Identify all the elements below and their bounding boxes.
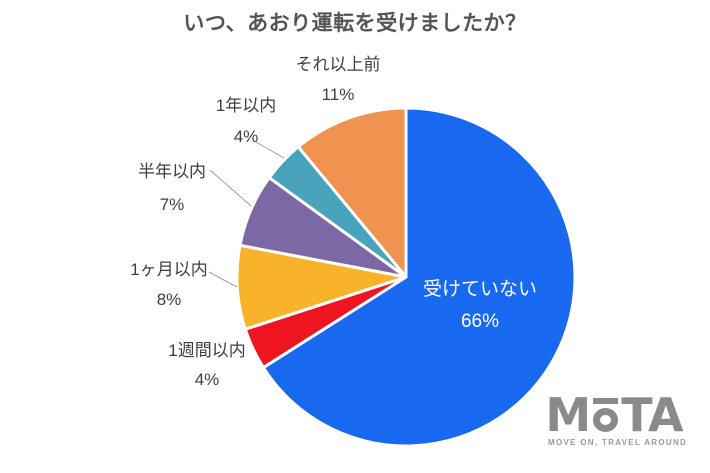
mota-o-bar [593, 398, 619, 404]
slice-label-pct: 8% [156, 290, 182, 309]
pie-slices [235, 106, 577, 448]
slice-label-uketeinai: 受けていない 66% [423, 274, 537, 338]
slice-label-pct: 66% [460, 311, 500, 332]
mota-o-icon [593, 398, 619, 432]
slice-label-text: 1ヶ月以内 [130, 260, 208, 279]
slice-label-hantoshi: 半年以内 7% [138, 155, 206, 221]
leader-line-1nen [255, 141, 285, 159]
mota-wordmark: M TA [545, 388, 683, 442]
mota-tagline: MOVE ON, TRAVEL AROUND [548, 438, 688, 447]
slice-label-1kagetsu: 1ヶ月以内 8% [130, 255, 207, 315]
chart-title: いつ、あおり運転を受けましたか？ [183, 12, 527, 35]
pie-slice-5 [296, 106, 408, 279]
leader-line-hantoshi [209, 169, 252, 207]
pie-slice-0 [261, 106, 577, 448]
slice-label-text: それ以上前 [295, 55, 381, 74]
slice-label-text: 半年以内 [138, 162, 206, 181]
slice-label-1shukan: 1週間以内 4% [168, 336, 245, 394]
slice-label-pct: 11% [321, 85, 355, 104]
slice-label-text: 1年以内 [215, 96, 277, 115]
slice-label-soreijomae: それ以上前 11% [296, 50, 381, 110]
slice-label-text: 1週間以内 [168, 341, 246, 360]
slice-label-1nen: 1年以内 4% [216, 90, 276, 152]
slice-label-pct: 4% [194, 370, 220, 389]
leader-line-1kagetsu [208, 271, 238, 288]
logo-letters-ta: TA [621, 388, 683, 442]
logo-letter-m: M [545, 388, 591, 442]
slice-label-text: 受けていない [422, 279, 538, 300]
mota-logo: M TA MOVE ON, TRAVEL AROUND [545, 388, 688, 447]
mota-o-ring [593, 408, 619, 432]
slice-label-pct: 7% [159, 195, 185, 214]
slice-label-pct: 4% [233, 127, 259, 146]
